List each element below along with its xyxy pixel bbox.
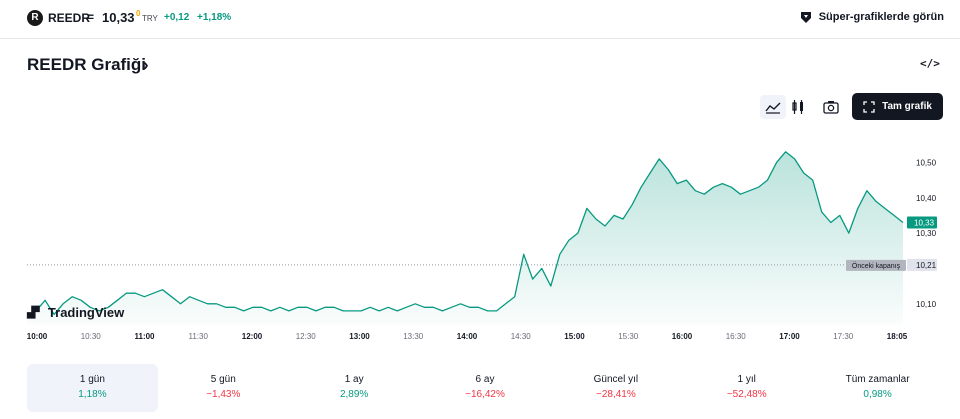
period-label: 1 ay bbox=[344, 374, 364, 385]
period-tab[interactable]: 5 gün −1,43% bbox=[158, 364, 289, 412]
super-charts-link[interactable]: Süper-grafiklerde görün bbox=[799, 10, 944, 24]
period-change-value: 2,89% bbox=[339, 389, 369, 400]
x-tick-label: 17:30 bbox=[833, 332, 854, 341]
price-change-percent: +1,18% bbox=[197, 12, 232, 23]
symbol-name[interactable]: REEDR bbox=[48, 11, 91, 25]
period-label: 1 gün bbox=[79, 374, 105, 385]
super-charts-label: Süper-grafiklerde görün bbox=[818, 11, 944, 23]
chevron-right-icon[interactable]: › bbox=[143, 55, 149, 74]
x-tick-label: 10:00 bbox=[27, 332, 48, 341]
period-change-value: 1,18% bbox=[78, 389, 107, 400]
embed-code-icon[interactable]: </> bbox=[920, 57, 940, 70]
last-value-label: 10,33 bbox=[914, 219, 935, 228]
x-tick-label: 12:00 bbox=[242, 332, 263, 341]
supercharts-icon bbox=[800, 12, 811, 23]
period-performance-bar: 1 gün 1,18% 5 gün −1,43% 1 ay 2,89% 6 ay −16,42… bbox=[27, 364, 943, 412]
y-tick-label: 10,50 bbox=[916, 158, 937, 167]
equals-sign: = bbox=[87, 10, 95, 24]
tradingview-label: TradingView bbox=[47, 305, 125, 320]
full-chart-button[interactable]: Tam grafik bbox=[852, 93, 943, 120]
x-tick-label: 12:30 bbox=[296, 332, 317, 341]
x-tick-label: 14:30 bbox=[511, 332, 532, 341]
x-tick-label: 15:00 bbox=[564, 332, 585, 341]
symbol-header-bar: R REEDR = 10,33 0 TRY +0,12 +1,18% Süper… bbox=[0, 0, 960, 39]
price-chart[interactable]: 10,50 10,40 10,30 10,10 Önceki kapanış 10,21 1… bbox=[0, 120, 960, 345]
chart-title[interactable]: REEDR Grafiği bbox=[27, 55, 147, 74]
last-value-badge bbox=[907, 216, 937, 229]
area-chart-button[interactable] bbox=[760, 95, 786, 119]
period-tab[interactable]: 6 ay −16,42% bbox=[420, 364, 551, 412]
price-area-fill bbox=[27, 151, 903, 325]
area-chart-icon bbox=[765, 102, 781, 114]
period-change-value: 0,98% bbox=[863, 389, 892, 400]
period-change-value: −28,41% bbox=[595, 389, 636, 400]
price-line bbox=[26, 151, 904, 319]
x-tick-label: 18:05 bbox=[887, 332, 908, 341]
period-label: 1 yıl bbox=[737, 374, 756, 385]
x-tick-label: 13:30 bbox=[403, 332, 424, 341]
price-change: +0,12 bbox=[164, 12, 190, 23]
y-tick-label: 10,40 bbox=[916, 194, 937, 203]
candlestick-icon bbox=[792, 100, 803, 114]
x-tick-label: 15:30 bbox=[618, 332, 639, 341]
last-price: 10,33 bbox=[102, 10, 135, 25]
x-tick-label: 17:00 bbox=[779, 332, 800, 341]
period-label: 5 gün bbox=[210, 374, 236, 385]
previous-close-label: Önceki kapanış bbox=[852, 262, 901, 270]
company-logo: R bbox=[27, 10, 43, 26]
price-superscript: 0 bbox=[136, 9, 141, 18]
period-label: 6 ay bbox=[475, 374, 495, 385]
x-tick-label: 14:00 bbox=[457, 332, 478, 341]
previous-close-value-badge bbox=[907, 258, 937, 271]
period-label: Tüm zamanlar bbox=[845, 374, 910, 385]
x-tick-label: 11:30 bbox=[189, 332, 209, 341]
period-tab[interactable]: 1 yıl −52,48% bbox=[681, 364, 812, 412]
period-change-value: −1,43% bbox=[206, 389, 241, 400]
fullscreen-icon bbox=[863, 100, 875, 113]
full-chart-label: Tam grafik bbox=[882, 101, 932, 112]
currency-label: TRY bbox=[142, 14, 158, 23]
chart-plot-area: 10,50 10,40 10,30 10,10 Önceki kapanış 10,21 1… bbox=[26, 151, 937, 341]
snapshot-button[interactable] bbox=[818, 95, 844, 119]
candles-chart-button[interactable] bbox=[785, 95, 811, 119]
x-tick-label: 10:30 bbox=[81, 332, 102, 341]
tradingview-watermark[interactable]: ▟▘ TradingView bbox=[27, 305, 124, 320]
x-tick-label: 16:00 bbox=[672, 332, 693, 341]
period-tab[interactable]: 1 ay 2,89% bbox=[289, 364, 420, 412]
y-tick-label: 10,10 bbox=[916, 300, 937, 309]
period-tab[interactable]: Güncel yıl −28,41% bbox=[550, 364, 681, 412]
period-tab[interactable]: Tüm zamanlar 0,98% bbox=[812, 364, 943, 412]
x-tick-label: 11:00 bbox=[134, 332, 155, 341]
y-tick-label: 10,30 bbox=[916, 229, 937, 238]
tradingview-logo-icon: ▟▘ bbox=[27, 306, 44, 319]
x-tick-label: 13:00 bbox=[349, 332, 370, 341]
period-tab[interactable]: 1 gün 1,18% bbox=[27, 364, 158, 412]
camera-icon bbox=[823, 101, 839, 114]
x-tick-label: 16:30 bbox=[726, 332, 747, 341]
previous-close-badge bbox=[846, 259, 906, 271]
period-change-value: −52,48% bbox=[726, 389, 767, 400]
previous-close-value: 10,21 bbox=[916, 261, 937, 270]
period-change-value: −16,42% bbox=[465, 389, 505, 400]
period-label: Güncel yıl bbox=[593, 374, 639, 385]
